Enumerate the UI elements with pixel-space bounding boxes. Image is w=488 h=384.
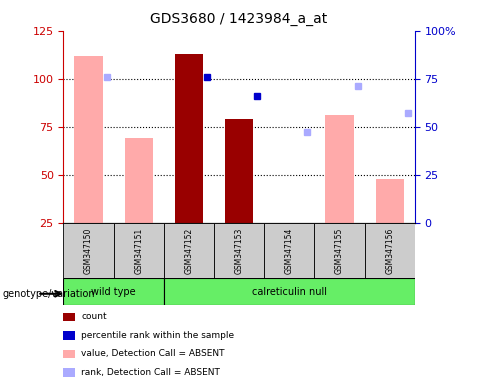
FancyBboxPatch shape xyxy=(63,223,114,278)
Text: count: count xyxy=(81,312,107,321)
FancyBboxPatch shape xyxy=(63,278,164,305)
Text: GSM347154: GSM347154 xyxy=(285,227,294,274)
Text: GSM347152: GSM347152 xyxy=(184,227,193,274)
FancyBboxPatch shape xyxy=(114,223,164,278)
Bar xyxy=(275,223,304,228)
FancyBboxPatch shape xyxy=(314,223,365,278)
Bar xyxy=(225,119,253,223)
Text: GSM347150: GSM347150 xyxy=(84,227,93,274)
Text: percentile rank within the sample: percentile rank within the sample xyxy=(81,331,234,340)
FancyBboxPatch shape xyxy=(164,223,214,278)
Text: wild type: wild type xyxy=(91,287,136,297)
FancyBboxPatch shape xyxy=(164,278,415,305)
FancyBboxPatch shape xyxy=(365,223,415,278)
Bar xyxy=(325,115,354,223)
Text: GSM347156: GSM347156 xyxy=(385,227,394,274)
Bar xyxy=(175,54,203,223)
Text: genotype/variation: genotype/variation xyxy=(2,289,95,299)
Bar xyxy=(124,138,153,223)
FancyBboxPatch shape xyxy=(264,223,314,278)
Bar xyxy=(75,56,102,223)
Text: rank, Detection Call = ABSENT: rank, Detection Call = ABSENT xyxy=(81,367,220,377)
Text: GSM347151: GSM347151 xyxy=(134,227,143,274)
Text: calreticulin null: calreticulin null xyxy=(252,287,327,297)
Text: value, Detection Call = ABSENT: value, Detection Call = ABSENT xyxy=(81,349,224,358)
FancyBboxPatch shape xyxy=(214,223,264,278)
Title: GDS3680 / 1423984_a_at: GDS3680 / 1423984_a_at xyxy=(150,12,328,25)
Text: GSM347155: GSM347155 xyxy=(335,227,344,274)
Text: GSM347153: GSM347153 xyxy=(235,227,244,274)
Bar xyxy=(376,179,404,223)
